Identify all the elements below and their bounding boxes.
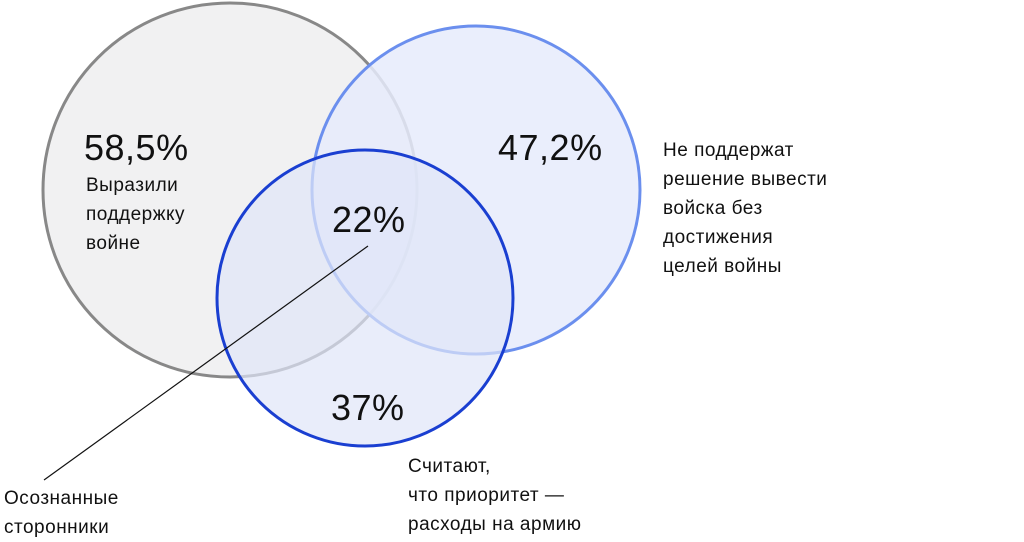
- support-label: Выразили поддержку войне: [86, 175, 185, 254]
- support-value: 58,5%: [84, 127, 189, 168]
- army-priority-circle: [215, 148, 515, 448]
- intersection-value: 22%: [332, 199, 406, 240]
- no-withdrawal-label: Не поддержат решение вывести войска без …: [663, 140, 828, 277]
- army-priority-value: 37%: [331, 387, 405, 428]
- army-priority-label: Считают, что приоритет — расходы на арми…: [408, 456, 582, 535]
- intersection-leader-line: [43, 245, 369, 481]
- intersection-label: Осознанные сторонники: [4, 488, 119, 538]
- no-withdrawal-value: 47,2%: [498, 127, 603, 168]
